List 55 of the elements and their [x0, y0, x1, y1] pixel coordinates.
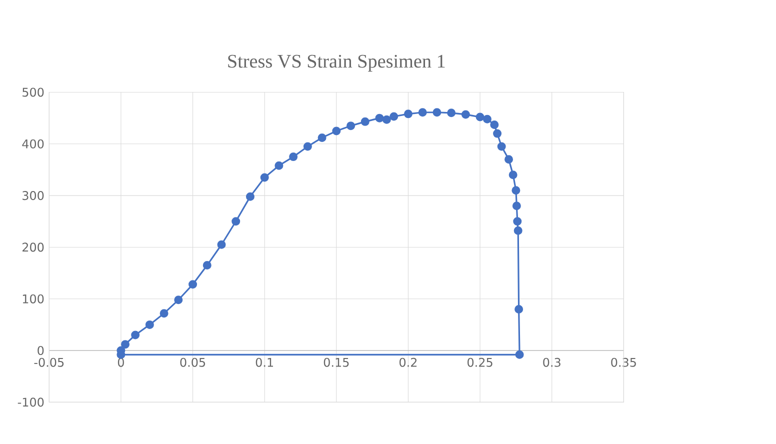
- x-tick-label: 0.35: [611, 358, 636, 368]
- point: [512, 186, 520, 195]
- point: [461, 110, 470, 119]
- point: [274, 161, 284, 170]
- point: [390, 112, 398, 121]
- point: [418, 108, 427, 117]
- point: [289, 152, 298, 162]
- point: [303, 142, 312, 151]
- point: [432, 108, 442, 117]
- y-tick-label: 0: [38, 346, 44, 356]
- y-tick-label: 400: [22, 139, 44, 149]
- point: [514, 226, 522, 236]
- chart-title: Stress VS Strain Spesimen 1: [228, 54, 445, 72]
- point: [318, 134, 326, 142]
- point: [447, 108, 456, 118]
- point: [382, 115, 391, 124]
- y-tick-label: 500: [22, 88, 44, 97]
- point: [131, 330, 140, 340]
- point: [121, 340, 130, 349]
- point: [482, 114, 492, 124]
- point: [260, 173, 269, 182]
- point: [514, 305, 524, 314]
- point: [332, 126, 341, 136]
- point: [404, 110, 412, 118]
- x-tick-label: -0.05: [34, 358, 64, 368]
- point: [217, 240, 226, 249]
- y-tick-label: 300: [22, 191, 44, 200]
- point: [512, 202, 521, 210]
- point: [493, 129, 502, 138]
- point: [497, 142, 506, 151]
- point: [513, 217, 522, 226]
- point: [202, 261, 212, 270]
- x-tick-label: 0.25: [468, 358, 492, 368]
- x-tick-label: 0.05: [180, 358, 206, 368]
- x-tick-label: 0.3: [543, 358, 560, 368]
- point: [174, 296, 183, 304]
- y-tick-label: 200: [22, 242, 44, 252]
- point: [515, 350, 524, 360]
- point: [375, 114, 384, 122]
- point: [160, 309, 168, 318]
- point: [188, 280, 198, 289]
- y-tick-label: 100: [22, 294, 44, 304]
- point: [145, 320, 154, 330]
- point: [508, 170, 518, 180]
- point: [490, 120, 499, 130]
- point: [246, 192, 254, 201]
- x-tick-label: 0.1: [256, 358, 273, 368]
- x-tick-label: 0.15: [324, 358, 349, 368]
- point: [346, 122, 356, 130]
- point: [476, 112, 484, 122]
- x-tick-label: 0.2: [400, 358, 417, 368]
- y-tick-label: -100: [18, 398, 44, 407]
- point: [232, 217, 240, 226]
- point: [360, 118, 370, 126]
- point: [504, 155, 514, 164]
